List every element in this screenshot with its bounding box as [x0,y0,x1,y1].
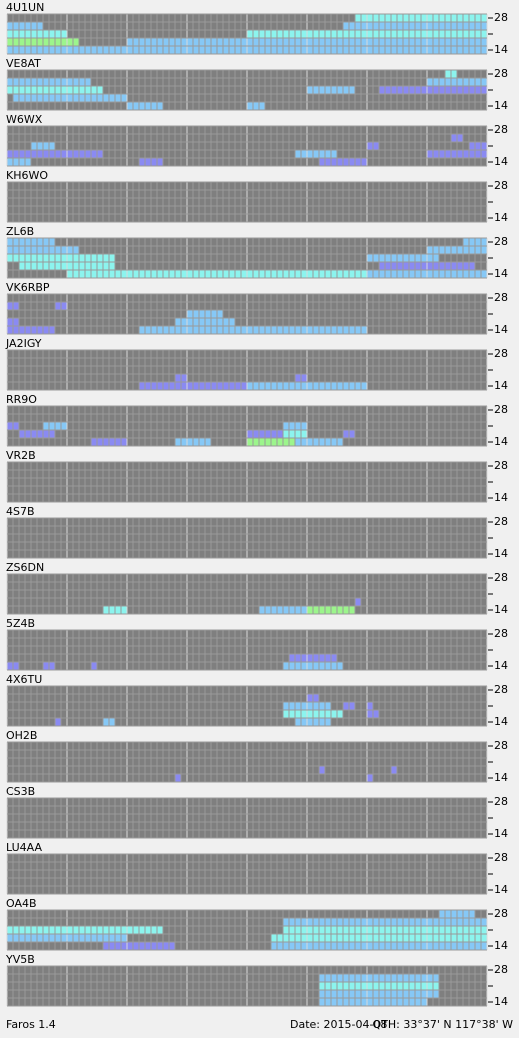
band-label: 14 [494,435,508,448]
band-label: 28 [494,67,508,80]
band-label: 28 [494,683,508,696]
station-name: VK6RBP [6,281,50,294]
band-label: 14 [494,491,508,504]
signal-cells [247,102,265,110]
band-label: 28 [494,123,508,136]
signal-cells [55,718,61,726]
band-label: 28 [494,291,508,304]
app-version: Faros 1.4 [6,1018,56,1031]
band-label: 14 [494,323,508,336]
band-label: 28 [494,739,508,752]
band-label: 14 [494,715,508,728]
band-label: 28 [494,403,508,416]
band-label: 28 [494,571,508,584]
station-name: KH6WO [6,169,48,182]
signal-cells [355,598,361,606]
signal-cells [391,766,397,774]
station-name: LU4AA [6,841,42,854]
signal-cells [319,766,325,774]
band-label: 14 [494,995,508,1008]
band-label: 28 [494,11,508,24]
signal-cells [175,774,181,782]
band-label: 28 [494,235,508,248]
band-label: 28 [494,459,508,472]
band-label: 28 [494,515,508,528]
station-name: 5Z4B [6,617,35,630]
station-name: CS3B [6,785,35,798]
signal-cells [367,774,373,782]
signal-cells [13,94,127,102]
station-name: YV5B [5,953,35,966]
signal-cells [367,702,373,710]
signal-cells [469,142,487,150]
date: Date: 2015-04-08 [290,1018,387,1031]
band-label: 28 [494,907,508,920]
band-label: 14 [494,155,508,168]
station-name: ZS6DN [6,561,44,574]
station-name: OH2B [6,729,37,742]
band-label: 28 [494,627,508,640]
band-label: 14 [494,603,508,616]
station-name: JA2IGY [5,337,42,350]
station-name: 4S7B [6,505,35,518]
band-label: 14 [494,547,508,560]
station-name: OA4B [6,897,37,910]
band-label: 28 [494,347,508,360]
band-label: 14 [494,267,508,280]
qth: QTH: 33°37' N 117°38' W [373,1018,514,1031]
band-label: 28 [494,795,508,808]
band-label: 14 [494,827,508,840]
station-name: 4X6TU [6,673,42,686]
station-name: W6WX [6,113,43,126]
signal-cells [295,150,337,158]
band-label: 14 [494,883,508,896]
band-label: 14 [494,211,508,224]
band-label: 14 [494,43,508,56]
band-label: 28 [494,179,508,192]
band-label: 14 [494,379,508,392]
band-label: 14 [494,939,508,952]
station-name: VR2B [6,449,36,462]
band-label: 14 [494,771,508,784]
station-name: ZL6B [6,225,34,238]
station-name: VE8AT [6,57,41,70]
signal-cells [91,662,97,670]
station-name: 4U1UN [6,1,44,14]
band-label: 28 [494,963,508,976]
band-label: 14 [494,99,508,112]
band-label: 28 [494,851,508,864]
station-name: RR9O [6,393,37,406]
band-label: 14 [494,659,508,672]
